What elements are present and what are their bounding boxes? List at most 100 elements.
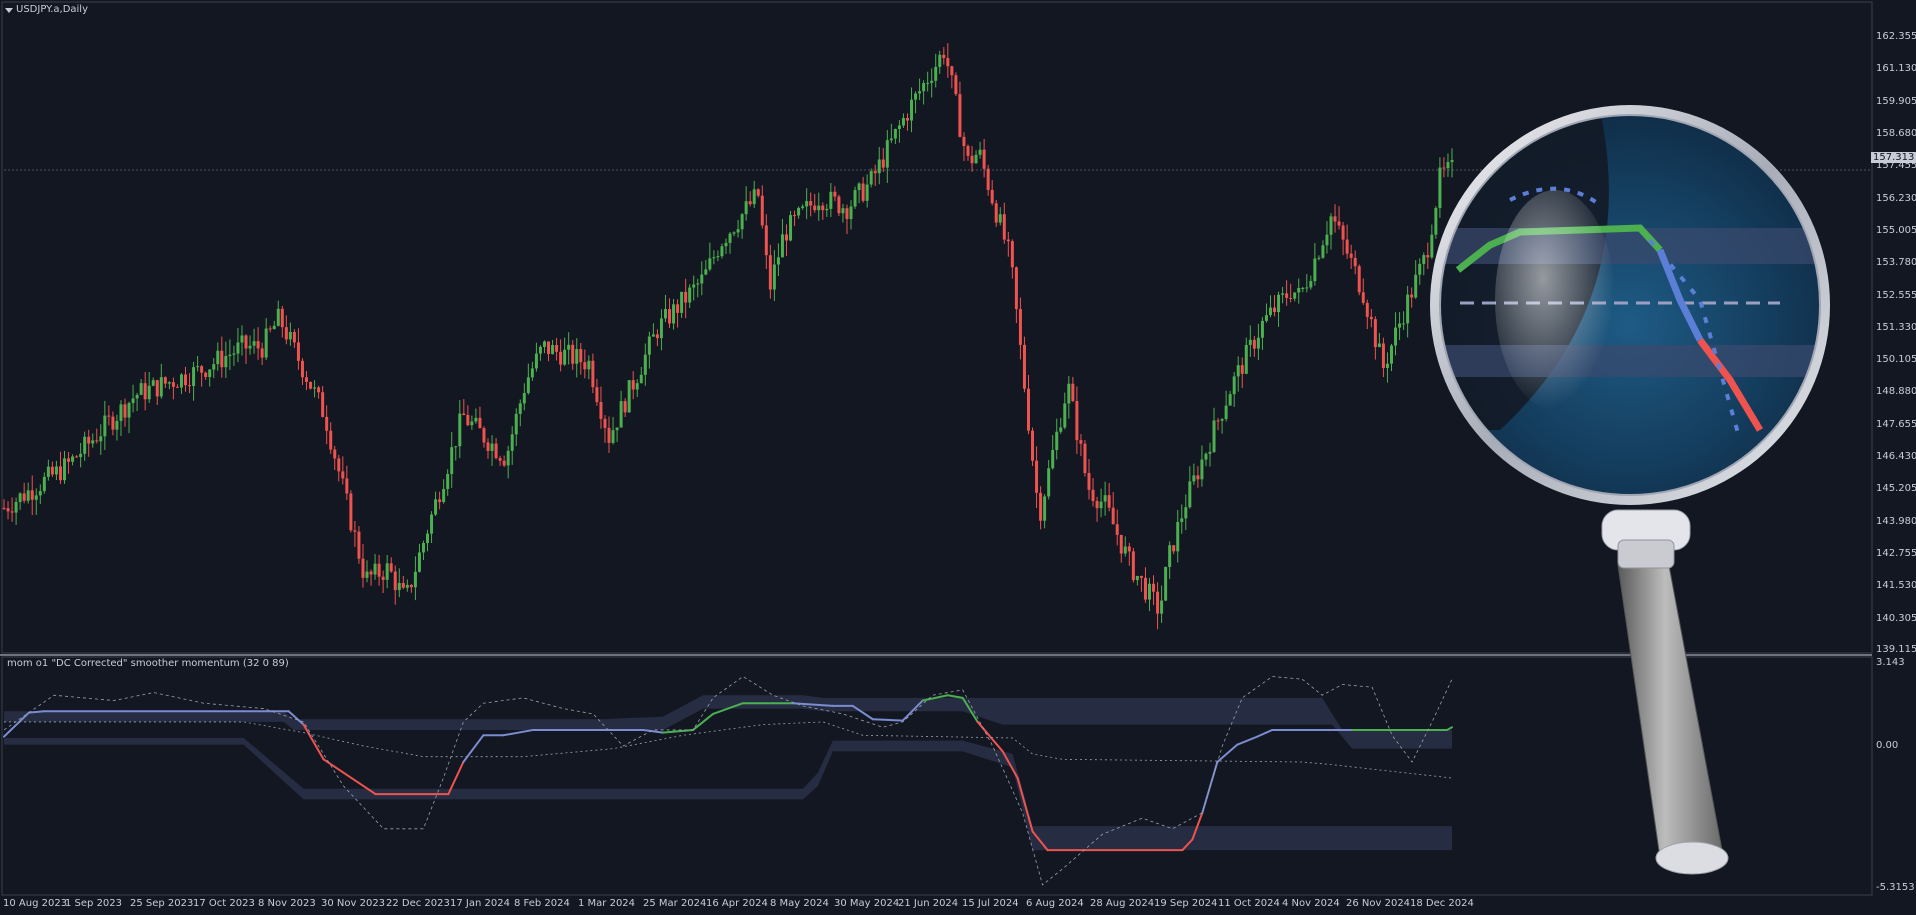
- candle: [1095, 496, 1099, 522]
- candle: [313, 380, 317, 398]
- candle: [893, 128, 897, 144]
- candle: [1014, 266, 1018, 324]
- candle: [216, 342, 220, 371]
- candle: [732, 231, 736, 237]
- triangle-down-icon[interactable]: [5, 8, 13, 13]
- price-tick-label: 151.330: [1876, 321, 1916, 333]
- momentum-segment: [1191, 811, 1204, 841]
- candle: [1389, 343, 1393, 372]
- candle: [801, 204, 805, 210]
- candle: [417, 543, 421, 573]
- candle: [740, 212, 744, 239]
- momentum-segment: [1446, 726, 1453, 731]
- date-tick-label: 17 Oct 2023: [193, 898, 255, 909]
- candle: [188, 373, 192, 394]
- candle: [1196, 466, 1200, 488]
- candle: [1059, 417, 1063, 434]
- candle: [1075, 386, 1079, 454]
- candle: [676, 299, 680, 328]
- candle: [248, 335, 252, 355]
- candle: [10, 497, 14, 522]
- candle: [67, 452, 71, 474]
- candle: [776, 243, 780, 276]
- candle: [518, 399, 522, 427]
- candle: [946, 43, 950, 78]
- price-tick-label: 161.130: [1876, 63, 1916, 75]
- candle: [651, 323, 655, 337]
- candle: [756, 188, 760, 198]
- candle: [821, 202, 825, 220]
- candle: [288, 322, 292, 346]
- candle: [659, 309, 663, 351]
- candle: [1273, 295, 1277, 317]
- candle: [1418, 258, 1422, 285]
- candle: [1373, 316, 1377, 360]
- candle: [1377, 332, 1381, 348]
- candle: [696, 278, 700, 298]
- candle: [71, 454, 75, 466]
- candle: [498, 455, 502, 466]
- candle: [377, 554, 381, 586]
- candle: [680, 291, 684, 318]
- candle: [1216, 418, 1220, 431]
- indicator-pane-frame: [1, 656, 1873, 896]
- price-tick-label: 143.980: [1876, 515, 1916, 527]
- candle: [1051, 435, 1055, 470]
- candle: [115, 414, 119, 441]
- candle: [1002, 202, 1006, 244]
- candle: [1139, 575, 1143, 592]
- candle: [1398, 312, 1402, 341]
- candle: [631, 371, 635, 400]
- candle: [421, 540, 425, 561]
- candle: [974, 150, 978, 164]
- candle: [95, 428, 99, 444]
- candle: [22, 482, 26, 504]
- upper-band: [4, 695, 1452, 749]
- momentum-segment: [27, 710, 45, 714]
- candle: [1236, 356, 1240, 392]
- candle: [619, 390, 623, 428]
- candle: [1313, 243, 1317, 286]
- candle: [1224, 390, 1228, 422]
- candle: [922, 80, 926, 105]
- candle: [575, 338, 579, 378]
- candle: [305, 370, 309, 390]
- candle: [63, 450, 67, 484]
- candle: [1325, 221, 1329, 254]
- candle: [405, 579, 409, 592]
- candle: [1200, 445, 1204, 487]
- candle: [1430, 224, 1434, 260]
- candle: [547, 341, 551, 362]
- candle: [780, 218, 784, 258]
- candle: [1123, 536, 1127, 557]
- price-tick-label: 158.680: [1876, 127, 1916, 139]
- candle: [599, 386, 603, 429]
- candle: [1010, 239, 1014, 279]
- candle: [1083, 440, 1087, 477]
- price-tick-label: 147.655: [1876, 418, 1916, 430]
- candle: [704, 259, 708, 276]
- price-tick-label: 139.115: [1876, 644, 1916, 655]
- candle: [1143, 567, 1147, 603]
- candle: [357, 526, 361, 564]
- candle: [14, 497, 18, 525]
- candle: [135, 392, 139, 412]
- candle: [668, 298, 672, 329]
- candle: [1268, 295, 1272, 318]
- candle: [861, 176, 865, 203]
- candle: [397, 568, 401, 598]
- candle: [708, 242, 712, 272]
- candle: [736, 219, 740, 238]
- price-tick-label: 150.105: [1876, 354, 1916, 366]
- candle: [1135, 575, 1139, 586]
- candle: [1353, 250, 1357, 275]
- candle: [1252, 335, 1256, 357]
- candle: [1055, 418, 1059, 460]
- candle: [1160, 585, 1164, 623]
- candle: [768, 244, 772, 299]
- candle: [1321, 240, 1325, 259]
- candle: [256, 327, 260, 360]
- candle: [889, 123, 893, 144]
- candle: [1152, 575, 1156, 606]
